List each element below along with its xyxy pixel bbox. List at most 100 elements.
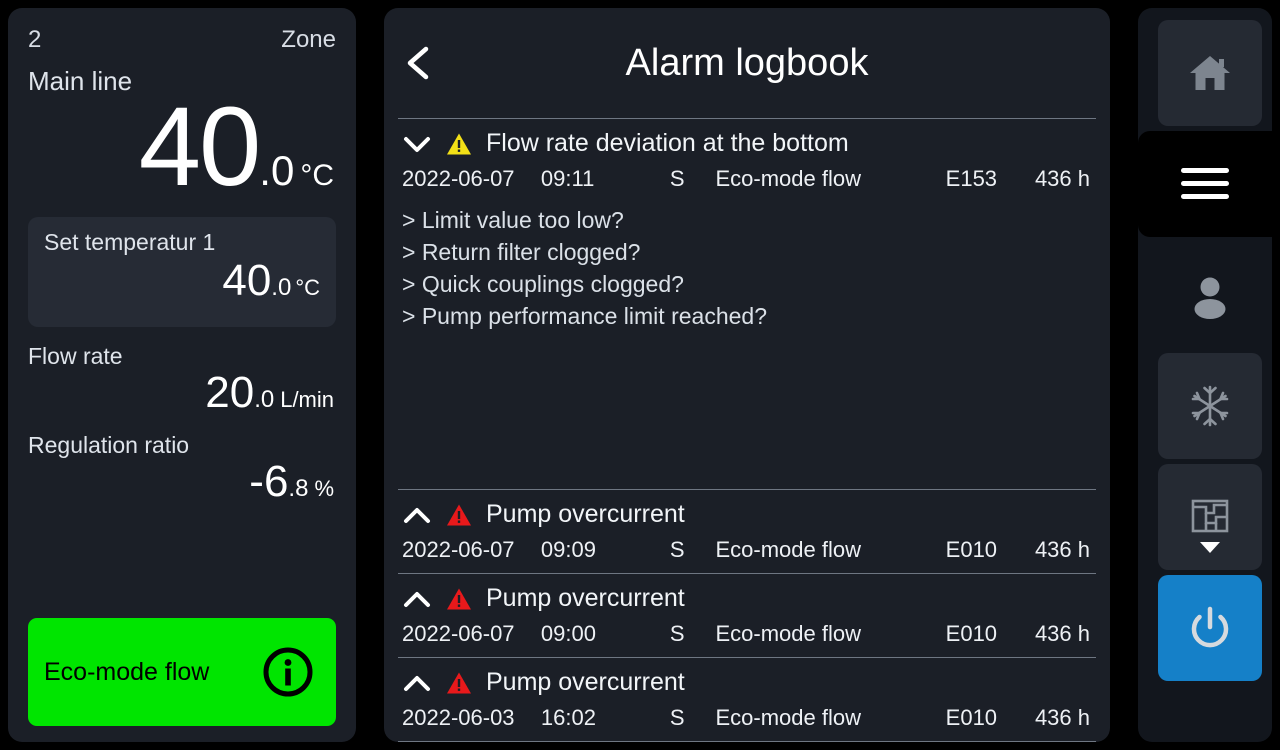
eco-mode-button[interactable]: Eco-mode flow bbox=[28, 618, 336, 726]
alarm-time: 09:09 bbox=[540, 537, 596, 562]
alarm-divider bbox=[398, 489, 1096, 490]
main-temperature-decimal: .0 bbox=[259, 147, 295, 194]
alarm-title: Flow rate deviation at the bottom bbox=[486, 129, 849, 157]
regulation-ratio-metric: Regulation ratio -6.8% bbox=[28, 432, 336, 505]
info-icon[interactable] bbox=[262, 646, 314, 698]
chevron-down-icon[interactable] bbox=[402, 131, 432, 157]
sidebar-item-home[interactable] bbox=[1158, 20, 1262, 126]
chevron-up-icon[interactable] bbox=[402, 586, 432, 612]
flow-rate-unit: L/min bbox=[280, 387, 334, 412]
sidebar-item-power[interactable] bbox=[1158, 575, 1262, 681]
alarm-detail-line: > Limit value too low? bbox=[402, 207, 624, 233]
panel-header: Alarm logbook bbox=[384, 8, 1110, 118]
alarm-mode: Eco-mode flow bbox=[715, 705, 862, 730]
alarm-hours: 436 h bbox=[1034, 166, 1090, 191]
alarm-code: E153 bbox=[945, 166, 998, 191]
alarm-detail-line: > Pump performance limit reached? bbox=[402, 303, 767, 329]
eco-mode-label: Eco-mode flow bbox=[44, 657, 210, 686]
sidebar-item-user[interactable] bbox=[1158, 242, 1262, 348]
alarm-code: E010 bbox=[945, 537, 998, 562]
main-temperature-integer: 40 bbox=[138, 84, 262, 209]
alarm-header-row[interactable]: Flow rate deviation at the bottom bbox=[384, 119, 1110, 162]
alarm-mode: Eco-mode flow bbox=[715, 537, 862, 562]
regulation-ratio-integer: -6 bbox=[249, 457, 289, 507]
alarm-detail-line: > Quick couplings clogged? bbox=[402, 271, 684, 297]
alarm-hours: 436 h bbox=[1034, 537, 1090, 562]
chevron-down-icon bbox=[1200, 542, 1220, 553]
alarm-date: 2022-06-07 bbox=[402, 166, 515, 191]
regulation-ratio-label: Regulation ratio bbox=[28, 432, 190, 459]
alarm-header-row[interactable]: Pump overcurrent bbox=[384, 490, 1110, 533]
sidebar-item-schematic[interactable] bbox=[1158, 464, 1262, 570]
alarm-date: 2022-06-07 bbox=[402, 537, 515, 562]
alarm-entry: Flow rate deviation at the bottom 2022-0… bbox=[384, 119, 1110, 332]
alarm-code: E010 bbox=[945, 705, 998, 730]
list-spacer bbox=[384, 332, 1110, 489]
flow-rate-label: Flow rate bbox=[28, 343, 123, 369]
alarm-mode: Eco-mode flow bbox=[715, 621, 862, 646]
zone-header: 2 Zone bbox=[28, 26, 336, 54]
menu-icon bbox=[1181, 168, 1229, 199]
main-temperature-readout: 40.0 °C bbox=[28, 91, 336, 203]
chevron-up-icon[interactable] bbox=[402, 670, 432, 696]
set-temperature-decimal: .0 bbox=[271, 274, 292, 301]
sidebar-item-menu[interactable] bbox=[1138, 131, 1272, 237]
alarm-title: Pump overcurrent bbox=[486, 584, 685, 612]
alarm-list: Flow rate deviation at the bottom 2022-0… bbox=[384, 119, 1110, 742]
warning-triangle-icon bbox=[446, 132, 472, 156]
power-icon bbox=[1191, 606, 1229, 648]
error-triangle-icon bbox=[446, 587, 472, 611]
user-icon bbox=[1194, 277, 1226, 319]
flow-rate-metric: Flow rate 20.0 L/min bbox=[28, 343, 336, 416]
regulation-ratio-value: -6.8% bbox=[28, 459, 336, 505]
set-temperature-value: 40.0 °C bbox=[44, 256, 320, 305]
alarm-divider-bottom bbox=[398, 741, 1096, 742]
alarm-time: 09:00 bbox=[540, 621, 596, 646]
alarm-data-row: 2022-06-07 09:11 S Eco-mode flow E153 43… bbox=[384, 162, 1110, 202]
chevron-up-icon[interactable] bbox=[402, 502, 432, 528]
alarm-header-row[interactable]: Pump overcurrent bbox=[384, 658, 1110, 701]
schematic-icon bbox=[1191, 499, 1229, 533]
alarm-source: S bbox=[669, 705, 685, 730]
right-sidebar bbox=[1138, 8, 1272, 742]
snowflake-icon bbox=[1191, 385, 1229, 427]
alarm-data-row: 2022-06-03 16:02 S Eco-mode flow E010 43… bbox=[384, 701, 1110, 741]
set-temperature-unit: °C bbox=[295, 275, 320, 300]
flow-rate-decimal: .0 bbox=[254, 386, 275, 413]
flow-rate-integer: 20 bbox=[205, 368, 255, 417]
alarm-detail-line: > Return filter clogged? bbox=[402, 239, 641, 265]
alarm-date: 2022-06-03 bbox=[402, 705, 515, 730]
alarm-title: Pump overcurrent bbox=[486, 668, 685, 696]
zone-label: Zone bbox=[281, 26, 336, 53]
page-title: Alarm logbook bbox=[625, 41, 869, 84]
alarm-source: S bbox=[669, 537, 685, 562]
flow-rate-value: 20.0 L/min bbox=[28, 368, 336, 417]
alarm-title: Pump overcurrent bbox=[486, 500, 685, 528]
zone-number: 2 bbox=[28, 26, 42, 53]
alarm-entry: Pump overcurrent 2022-06-07 09:09 S Eco-… bbox=[384, 490, 1110, 573]
alarm-time: 16:02 bbox=[540, 705, 596, 730]
sidebar-item-cooling[interactable] bbox=[1158, 353, 1262, 459]
set-temperature-integer: 40 bbox=[222, 256, 272, 305]
main-temperature-unit: °C bbox=[300, 159, 334, 192]
set-temperature-label: Set temperatur 1 bbox=[44, 229, 216, 255]
alarm-divider bbox=[398, 657, 1096, 658]
alarm-source: S bbox=[669, 166, 685, 191]
alarm-time: 09:11 bbox=[540, 166, 595, 191]
home-icon bbox=[1190, 56, 1230, 90]
error-triangle-icon bbox=[446, 671, 472, 695]
regulation-ratio-unit: % bbox=[314, 476, 334, 502]
chevron-left-icon[interactable] bbox=[398, 41, 442, 85]
alarm-header-row[interactable]: Pump overcurrent bbox=[384, 574, 1110, 617]
alarm-code: E010 bbox=[945, 621, 998, 646]
alarm-entry: Pump overcurrent 2022-06-03 16:02 S Eco-… bbox=[384, 658, 1110, 741]
alarm-hours: 436 h bbox=[1034, 705, 1090, 730]
alarm-data-row: 2022-06-07 09:09 S Eco-mode flow E010 43… bbox=[384, 533, 1110, 573]
alarm-source: S bbox=[669, 621, 685, 646]
alarm-entry: Pump overcurrent 2022-06-07 09:00 S Eco-… bbox=[384, 574, 1110, 657]
alarm-hours: 436 h bbox=[1034, 621, 1090, 646]
regulation-ratio-decimal: .8 bbox=[288, 475, 309, 503]
alarm-divider bbox=[398, 573, 1096, 574]
set-temperature-card[interactable]: Set temperatur 1 40.0 °C bbox=[28, 217, 336, 327]
